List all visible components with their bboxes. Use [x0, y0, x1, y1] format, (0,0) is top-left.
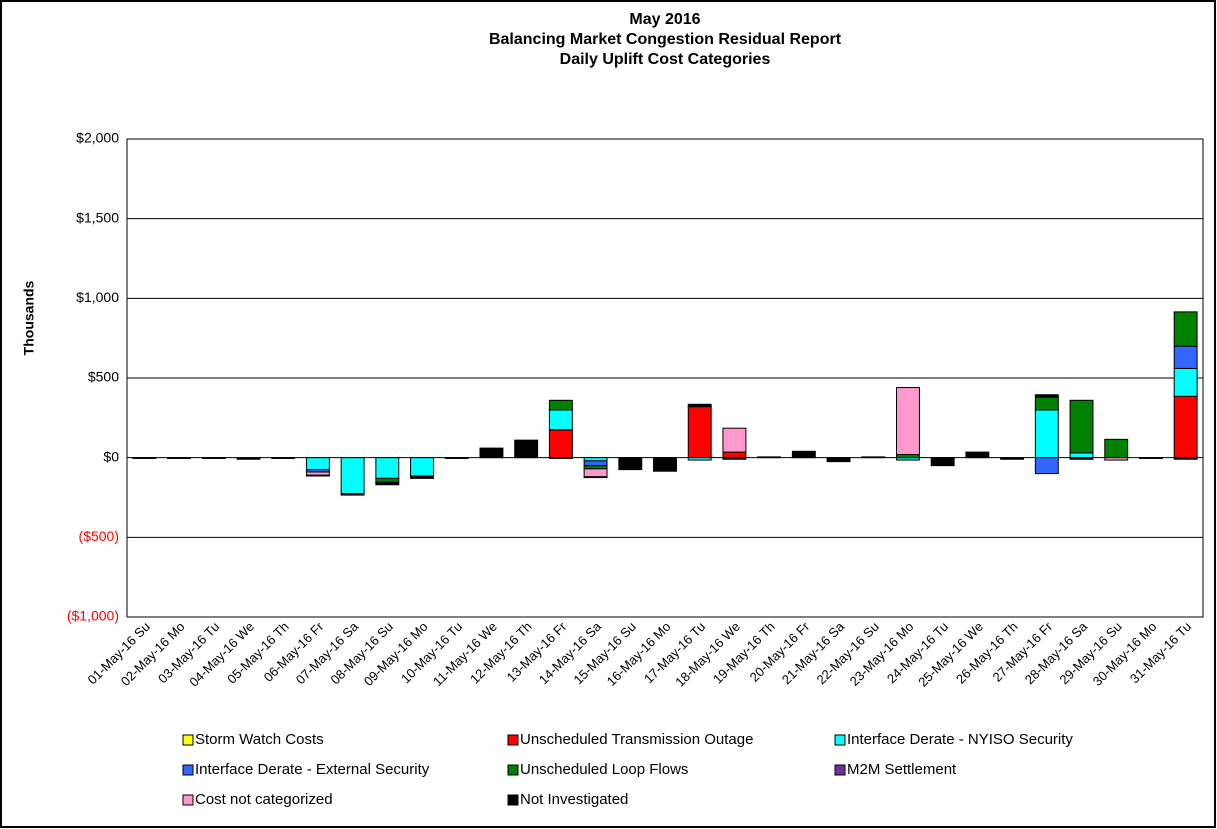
y-tick-label: ($1,000) [67, 608, 119, 624]
bar-segment [1173, 367, 1198, 397]
bar-segment [1138, 457, 1163, 459]
bar-segment [826, 457, 851, 463]
bar-segment [548, 409, 573, 431]
bar-segment [583, 460, 608, 467]
bar-segment [1173, 457, 1198, 460]
y-tick-label: $1,000 [76, 289, 119, 305]
bar-segment [1069, 457, 1094, 460]
bar-segment [1104, 457, 1129, 461]
y-tick-label: $0 [103, 448, 119, 464]
bar-segment [236, 457, 261, 460]
bar-segment [687, 403, 712, 408]
bar-segment [1034, 396, 1059, 411]
bar-segment [722, 457, 747, 460]
legend-swatch [507, 734, 519, 746]
chart-title: May 2016 [629, 11, 700, 28]
legend-swatch [507, 794, 519, 806]
chart-title: Balancing Market Congestion Residual Rep… [489, 31, 842, 48]
y-axis-label: Thousands [21, 280, 37, 355]
bar-segment [410, 475, 434, 479]
bar-segment [1034, 457, 1059, 475]
y-tick-label: $2,000 [76, 130, 119, 146]
bar-segment [1069, 452, 1094, 459]
bar-segment [479, 447, 504, 459]
bar-segment [861, 456, 886, 459]
bar-segment [791, 450, 816, 459]
bar-segment [340, 493, 365, 496]
bar-segment [514, 439, 539, 459]
bar-segment [1069, 399, 1094, 454]
y-tick-label: $1,500 [76, 209, 119, 225]
bar-segment [548, 457, 573, 459]
bar-segment [1173, 395, 1198, 459]
legend-label: Interface Derate - External Security [195, 761, 430, 778]
bar-segment [1000, 457, 1025, 460]
bar-segment [687, 406, 712, 459]
legend-label: Unscheduled Loop Flows [520, 761, 688, 778]
legend-label: Unscheduled Transmission Outage [520, 731, 753, 748]
bar-segment [618, 457, 643, 471]
legend-label: Storm Watch Costs [195, 731, 324, 748]
bar-segment [444, 457, 469, 459]
y-tick-label: $500 [88, 369, 119, 385]
bar-segment [1104, 438, 1129, 459]
bar-segment [1173, 311, 1198, 347]
legend-swatch [834, 764, 846, 776]
bar-segment [1034, 394, 1059, 398]
legend-label: Not Investigated [520, 791, 628, 808]
bar-segment [548, 429, 573, 459]
bar-segment [375, 457, 400, 479]
bar-segment [1034, 409, 1059, 459]
bar-segment [757, 456, 782, 459]
legend-swatch [507, 764, 519, 776]
bar-segment [548, 399, 573, 411]
bar-segment [965, 451, 990, 459]
bar-segment [930, 457, 955, 467]
bar-segment [340, 457, 365, 495]
legend-swatch [834, 734, 846, 746]
bar-segment [722, 427, 747, 453]
legend-label: Cost not categorized [195, 791, 333, 808]
bar-segment [375, 477, 400, 483]
bar-segment [722, 451, 747, 459]
bar-segment [583, 468, 608, 478]
legend-label: Interface Derate - NYISO Security [847, 731, 1073, 748]
bar-segment [132, 457, 157, 459]
chart-title: Daily Uplift Cost Categories [560, 51, 771, 68]
bar-segment [653, 457, 677, 472]
legend-swatch [182, 794, 194, 806]
y-tick-label: ($500) [79, 528, 119, 544]
legend-swatch [182, 734, 194, 746]
bar-segment [271, 457, 296, 459]
bar-segment [1173, 345, 1198, 369]
bar-segment [375, 481, 400, 486]
bar-segment [896, 387, 920, 455]
legend-label: M2M Settlement [847, 761, 957, 778]
bar-segment [687, 457, 712, 461]
legend-swatch [182, 764, 194, 776]
bar-segment [305, 457, 330, 471]
bar-segment [583, 476, 608, 479]
bar-segment [305, 474, 330, 477]
bar-segment [167, 457, 192, 459]
bar-segment [201, 457, 226, 459]
bar-segment [410, 457, 434, 477]
